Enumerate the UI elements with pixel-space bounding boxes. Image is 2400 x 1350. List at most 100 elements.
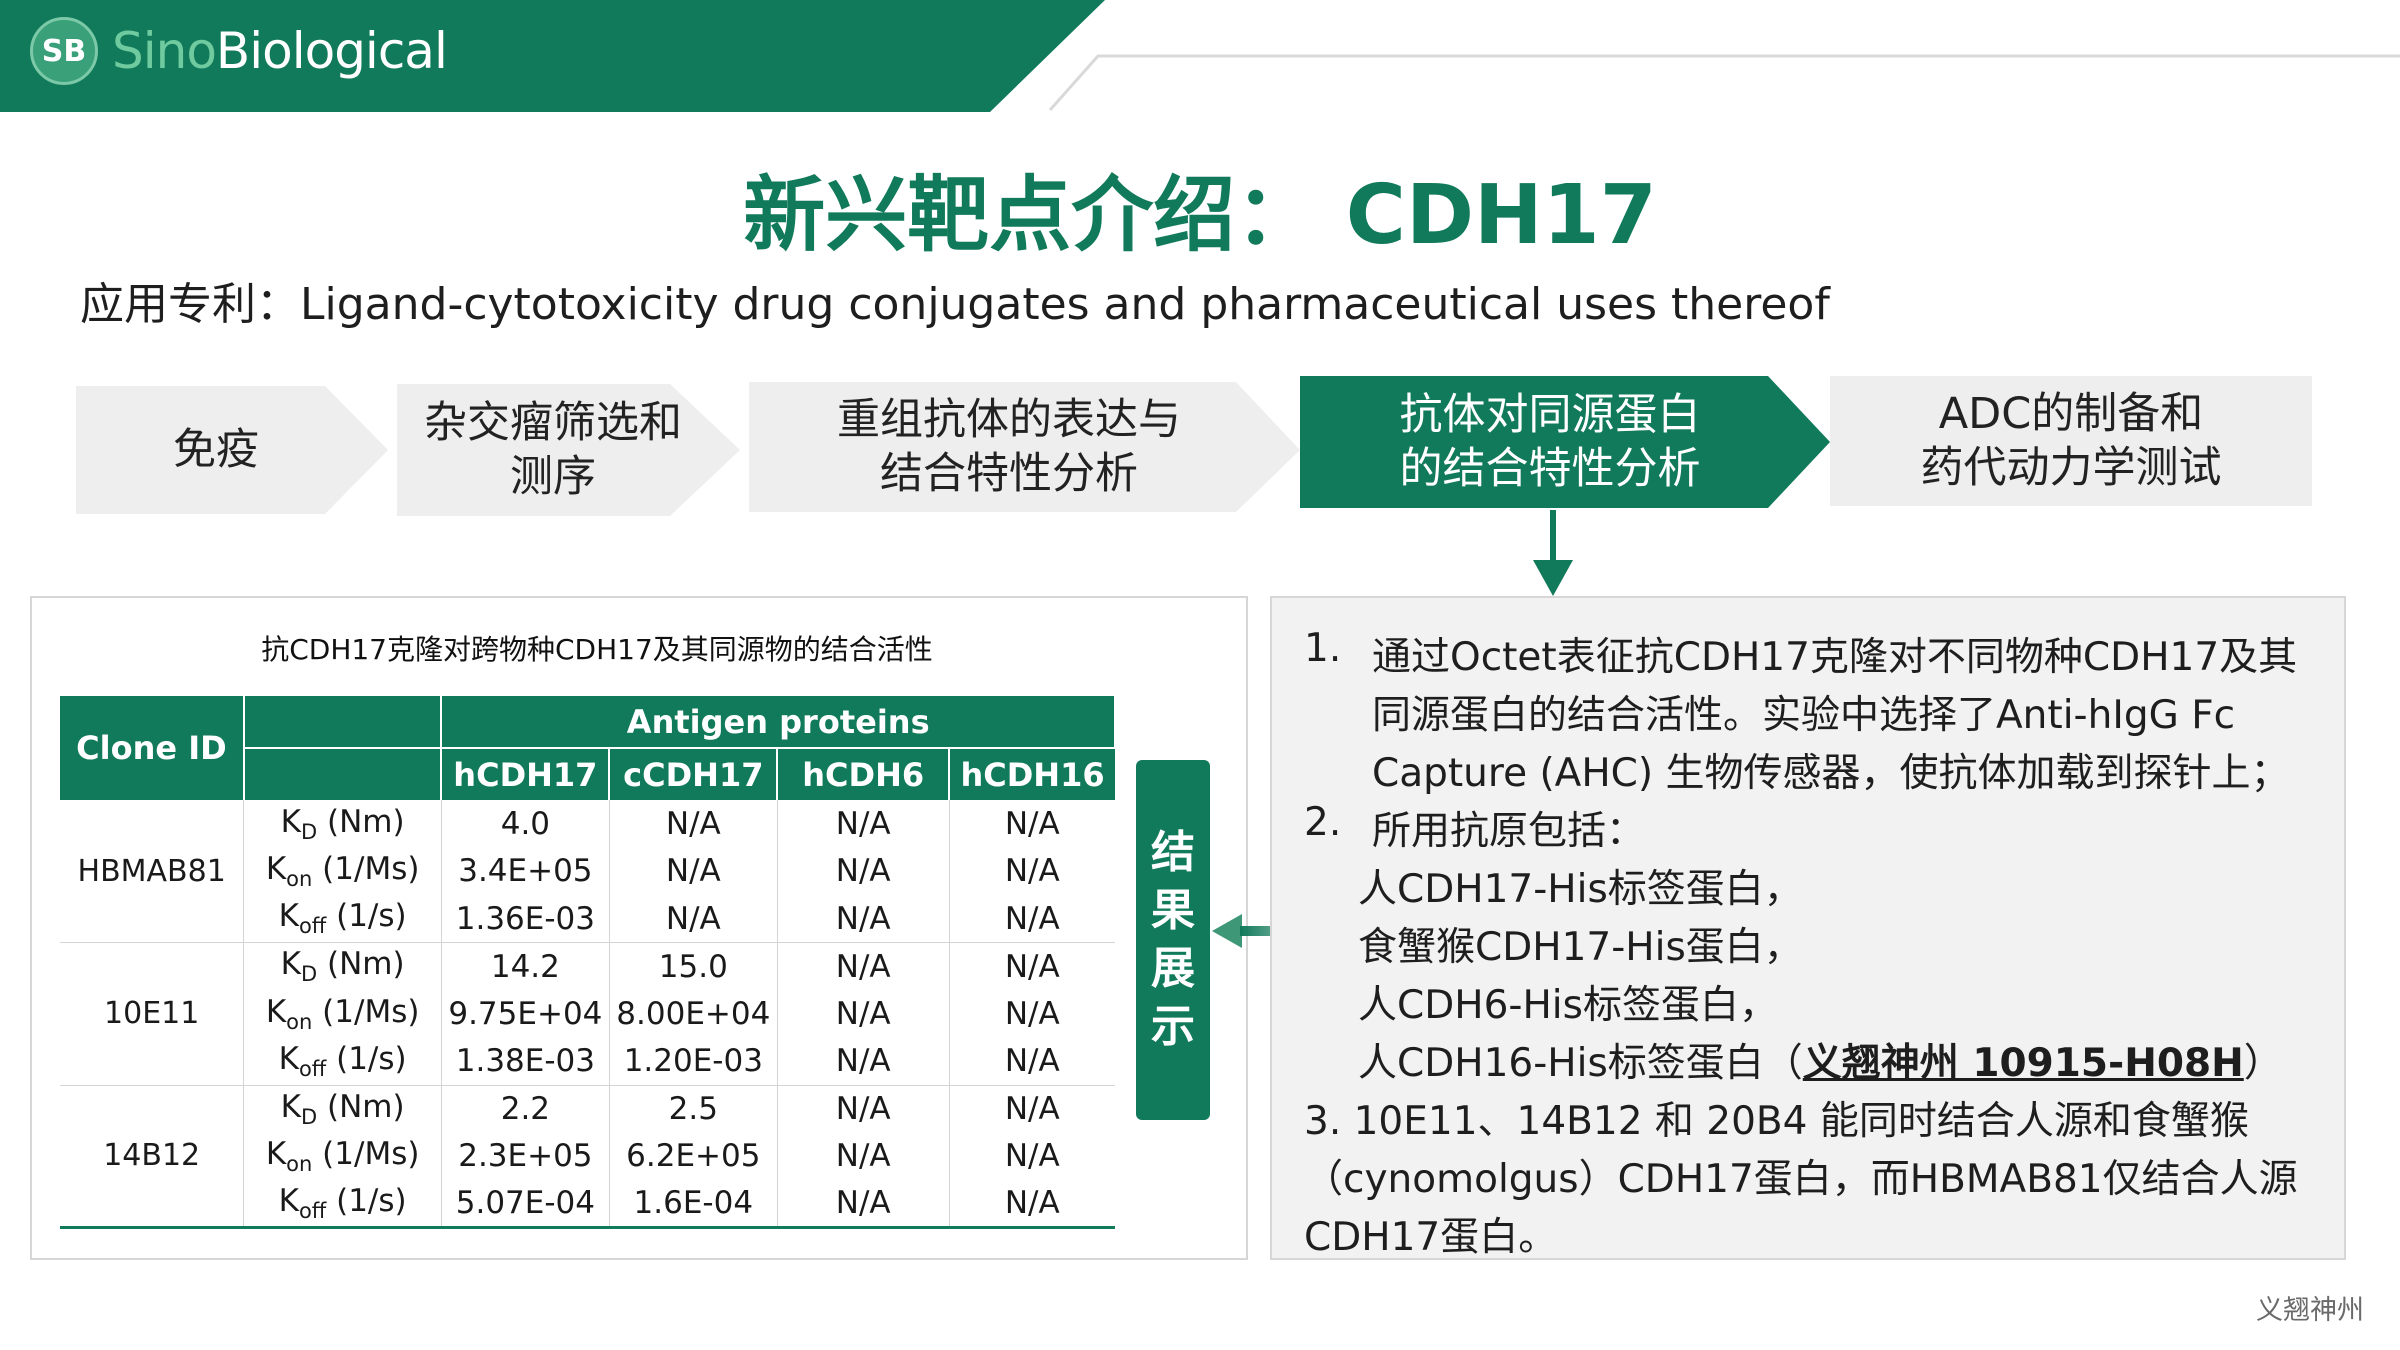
col-header-hcdh6: hCDH6 [777, 747, 951, 800]
footer-brand: 义翘神州 [2256, 1295, 2364, 1326]
value-cell: 5.07E-04 [441, 1180, 610, 1229]
note-number-1: 1. [1304, 626, 1342, 671]
table-row: Koff (1/s) 1.36E-03 N/A N/A N/A [60, 895, 1115, 943]
param-unit: (1/s) [326, 1040, 407, 1077]
brand-name-part2: Biological [215, 22, 448, 80]
col-header-hcdh16: hCDH16 [949, 747, 1115, 800]
param-unit: (1/Ms) [312, 993, 420, 1030]
chevron-step-4 [1300, 376, 1830, 508]
param-unit: (Nm) [317, 1088, 405, 1125]
param-sub: on [286, 867, 313, 892]
step-2-line1: 杂交瘤筛选和 [424, 398, 682, 448]
value-cell: 3.4E+05 [441, 847, 610, 895]
result-tab-char: 示 [1151, 1001, 1195, 1052]
param-unit: (1/s) [326, 898, 407, 935]
value-cell: N/A [777, 942, 950, 990]
value-cell: 9.75E+04 [441, 990, 610, 1038]
result-tab-char: 展 [1151, 943, 1195, 994]
param-letter: K [280, 1088, 301, 1125]
value-cell: N/A [1004, 1138, 1060, 1175]
param-unit: (1/Ms) [312, 851, 420, 888]
value-cell: N/A [609, 895, 778, 943]
value-cell: 1.36E-03 [441, 895, 610, 943]
value-cell: N/A [777, 1037, 950, 1086]
value-cell: 1.38E-03 [441, 1037, 610, 1086]
note-line: （cynomolgus）CDH17蛋白，而HBMAB81仅结合人源 [1304, 1157, 2298, 1202]
param-koff: Koff (1/s) [243, 1180, 442, 1229]
result-display-tab: 结 果 展 示 [1136, 760, 1210, 1120]
binding-table: Clone ID Antigen proteins hCDH17 cCDH17 … [60, 696, 1116, 1229]
param-letter: K [280, 803, 301, 840]
step-5-line1: ADC的制备和 [1938, 389, 2204, 439]
patent-line: 应用专利：Ligand-cytotoxicity drug conjugates… [80, 279, 1830, 330]
notes-panel: 1. 通过Octet表征抗CDH17克隆对不同物种CDH17及其 同源蛋白的结合… [1270, 596, 2346, 1260]
value-cell: N/A [1004, 948, 1060, 985]
value-cell: N/A [949, 895, 1115, 943]
value-cell: 2.3E+05 [441, 1132, 610, 1180]
table-row: HBMAB81 KD (Nm) 4.0 N/A N/A N/A [60, 800, 1115, 943]
logo-mark-text: SB [41, 33, 87, 69]
value-cell: N/A [777, 1085, 950, 1133]
param-sub: off [298, 1057, 327, 1082]
value-cell: N/A [777, 1132, 950, 1180]
param-header-blank [243, 696, 443, 748]
chevron-step-1 [76, 386, 388, 514]
col-header-ccdh17: cCDH17 [609, 747, 779, 800]
page-title: 新兴靶点介绍： CDH17 [743, 168, 1657, 263]
note-line: 通过Octet表征抗CDH17克隆对不同物种CDH17及其 [1372, 635, 2298, 680]
note-text: ） [2243, 1041, 2283, 1086]
logo-mark-icon: SB [30, 17, 98, 85]
param-letter: K [265, 993, 287, 1030]
value-cell: N/A [609, 800, 778, 848]
brand-name-part1: Sino [112, 22, 217, 80]
param-unit: (1/Ms) [312, 1136, 420, 1173]
param-sub: D [300, 819, 318, 844]
param-sub: on [286, 1152, 313, 1177]
param-header-blank-2 [243, 747, 443, 800]
value-cell: 1.6E-04 [609, 1180, 778, 1229]
param-letter: K [278, 1040, 299, 1077]
value-cell: 4.0 [441, 800, 610, 848]
param-koff: Koff (1/s) [243, 1037, 442, 1086]
step-4-line2: 的结合特性分析 [1399, 444, 1701, 494]
header-shape [0, 0, 2400, 112]
param-unit: (1/s) [326, 1182, 407, 1219]
param-unit: (Nm) [317, 946, 405, 983]
param-kd: KD (Nm) [243, 942, 442, 990]
clone-id-cell: HBMAB81 [60, 800, 245, 943]
process-chevrons [76, 376, 2312, 596]
value-cell: N/A [1004, 1091, 1060, 1127]
param-letter: K [265, 851, 287, 888]
value-cell: N/A [1004, 853, 1060, 890]
value-cell: N/A [777, 990, 950, 1038]
step-immunization: 免疫 [76, 386, 356, 514]
value-cell: N/A [949, 1180, 1115, 1229]
catalog-link[interactable]: 义翘神州 10915-H08H [1802, 1041, 2244, 1086]
value-cell: N/A [777, 800, 950, 848]
param-letter: K [278, 898, 299, 935]
value-cell: 14.2 [441, 942, 610, 990]
value-cell: 8.00E+04 [609, 990, 778, 1038]
param-sub: on [286, 1009, 313, 1034]
param-letter: K [280, 946, 301, 983]
param-kd: KD (Nm) [243, 1085, 442, 1133]
note-line: 人CDH6-His标签蛋白， [1358, 983, 1778, 1028]
table-caption: 抗CDH17克隆对跨物种CDH17及其同源物的结合活性 [261, 633, 933, 666]
value-cell: N/A [949, 1037, 1115, 1086]
down-arrow-icon [1533, 560, 1573, 596]
value-cell: N/A [777, 1180, 950, 1229]
param-kon: Kon (1/Ms) [243, 847, 442, 895]
table-row: Koff (1/s) 5.07E-04 1.6E-04 N/A N/A [60, 1180, 1115, 1229]
note-line: 人CDH17-His标签蛋白， [1358, 867, 1803, 912]
param-letter: K [265, 1136, 287, 1173]
param-sub: D [300, 962, 318, 987]
value-cell: N/A [777, 895, 950, 943]
value-cell: 6.2E+05 [609, 1132, 778, 1180]
note-line: 人CDH16-His标签蛋白（义翘神州 10915-H08H） [1358, 1032, 2283, 1088]
table-row: 10E11 KD (Nm) 14.2 15.0 N/A N/A [60, 942, 1115, 1086]
value-cell: N/A [1004, 805, 1060, 842]
step-homolog-binding: 抗体对同源蛋白 的结合特性分析 [1300, 376, 1800, 508]
brand-logo[interactable]: SB SinoBiological [30, 14, 448, 88]
note-line: 3. 10E11、14B12 和 20B4 能同时结合人源和食蟹猴 [1304, 1099, 2249, 1144]
note-line: Capture (AHC) 生物传感器，使抗体加载到探针上； [1372, 751, 2290, 796]
